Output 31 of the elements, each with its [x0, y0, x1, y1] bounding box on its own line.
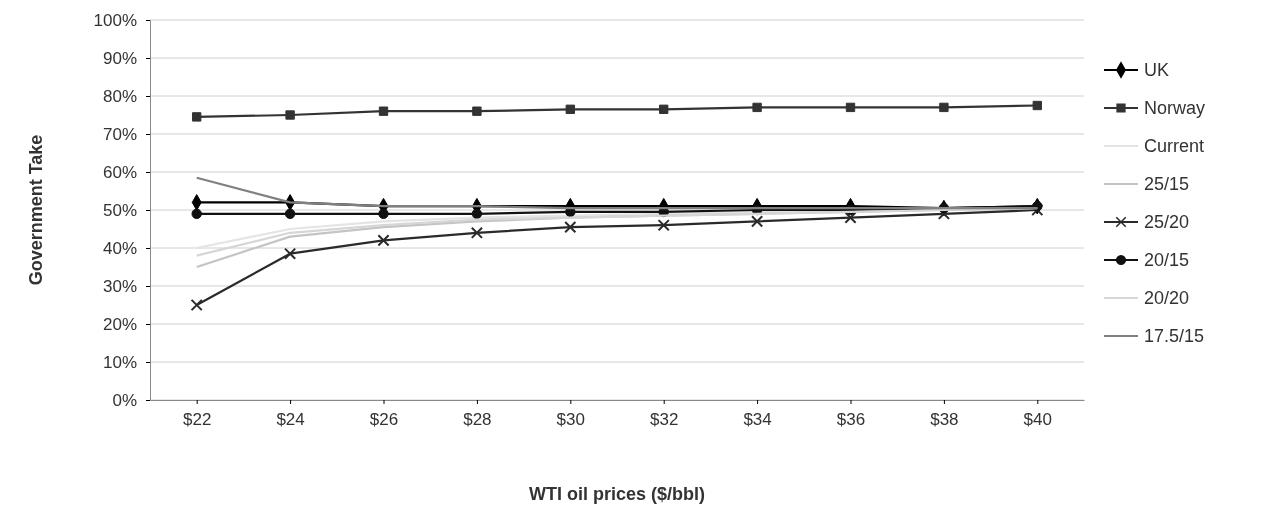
- y-tick-label: 90%: [102, 48, 137, 68]
- y-tick-label: 40%: [102, 238, 137, 258]
- legend-label: 25/20: [1144, 212, 1190, 232]
- y-tick-label: 100%: [93, 10, 137, 30]
- x-tick-label: $22: [183, 410, 212, 429]
- y-tick-label: 50%: [102, 200, 137, 220]
- x-tick-label: $24: [276, 410, 305, 429]
- x-tick-label: $40: [1023, 410, 1052, 429]
- x-tick-label: $34: [743, 410, 772, 429]
- y-tick-label: 20%: [102, 314, 137, 334]
- x-tick-label: $32: [650, 410, 679, 429]
- x-tick-label: $30: [556, 410, 585, 429]
- y-tick-label: 10%: [102, 352, 137, 372]
- y-tick-label: 60%: [102, 162, 137, 182]
- y-axis-title: Government Take: [26, 134, 46, 286]
- y-tick-label: 30%: [102, 276, 137, 296]
- x-axis-title: WTI oil prices ($/bbl): [528, 484, 706, 504]
- y-tick-label: 70%: [102, 124, 137, 144]
- legend-label: Current: [1144, 136, 1205, 156]
- legend-label: 20/15: [1144, 250, 1190, 270]
- legend-label: 20/20: [1144, 288, 1190, 308]
- y-tick-label: 80%: [102, 86, 137, 106]
- x-tick-label: $26: [369, 410, 399, 429]
- x-tick-label: $38: [930, 410, 959, 429]
- x-tick-label: $28: [463, 410, 492, 429]
- legend-label: 25/15: [1144, 174, 1190, 194]
- legend-label: 17.5/15: [1144, 326, 1205, 346]
- x-tick-label: $36: [836, 410, 866, 429]
- legend-label: Norway: [1144, 98, 1206, 118]
- y-tick-label: 0%: [112, 390, 137, 410]
- legend-label: UK: [1144, 60, 1170, 80]
